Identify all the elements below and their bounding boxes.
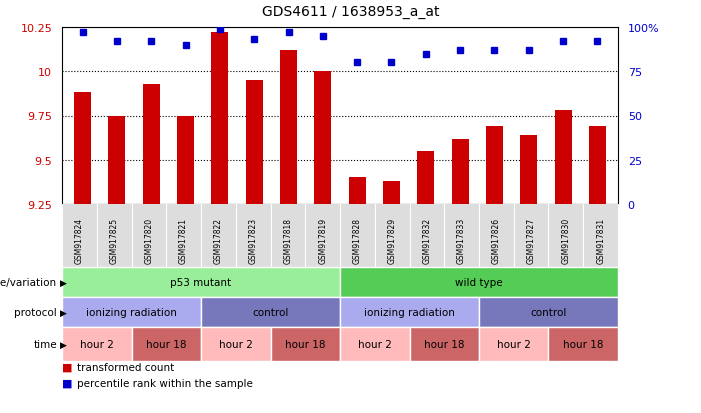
Bar: [109, 116, 125, 204]
Bar: [280, 51, 297, 204]
Bar: [520, 135, 538, 204]
Text: GSM917819: GSM917819: [318, 217, 327, 263]
Text: GSM917820: GSM917820: [144, 217, 154, 263]
Bar: [383, 182, 400, 204]
Text: genotype/variation: genotype/variation: [0, 277, 57, 287]
Text: hour 18: hour 18: [146, 339, 186, 349]
Text: GSM917824: GSM917824: [75, 217, 84, 263]
Text: GSM917831: GSM917831: [596, 217, 605, 263]
Text: ionizing radiation: ionizing radiation: [364, 307, 455, 317]
Text: GSM917823: GSM917823: [249, 217, 258, 263]
Text: ■: ■: [62, 378, 76, 388]
Bar: [211, 33, 229, 204]
Text: GDS4611 / 1638953_a_at: GDS4611 / 1638953_a_at: [261, 5, 440, 19]
Text: hour 2: hour 2: [80, 339, 114, 349]
Text: control: control: [531, 307, 566, 317]
Text: ▶: ▶: [60, 308, 67, 317]
Text: GSM917830: GSM917830: [562, 217, 571, 263]
Bar: [143, 84, 160, 204]
Bar: [486, 127, 503, 204]
Bar: [417, 152, 435, 204]
Text: GSM917829: GSM917829: [388, 217, 397, 263]
Bar: [245, 81, 263, 204]
Text: hour 18: hour 18: [563, 339, 604, 349]
Text: wild type: wild type: [455, 277, 503, 287]
Text: GSM917832: GSM917832: [423, 217, 431, 263]
Text: protocol: protocol: [14, 307, 57, 317]
Text: ▶: ▶: [60, 339, 67, 349]
Text: GSM917822: GSM917822: [214, 217, 223, 263]
Bar: [554, 111, 572, 204]
Text: transformed count: transformed count: [77, 362, 175, 372]
Text: GSM917828: GSM917828: [353, 217, 362, 263]
Bar: [74, 93, 91, 204]
Text: GSM917827: GSM917827: [526, 217, 536, 263]
Bar: [314, 72, 332, 204]
Text: GSM917821: GSM917821: [179, 217, 188, 263]
Text: GSM917826: GSM917826: [492, 217, 501, 263]
Text: ionizing radiation: ionizing radiation: [86, 307, 177, 317]
Bar: [589, 127, 606, 204]
Text: GSM917833: GSM917833: [457, 217, 466, 263]
Text: GSM917825: GSM917825: [109, 217, 118, 263]
Bar: [348, 178, 366, 204]
Text: hour 2: hour 2: [358, 339, 392, 349]
Text: time: time: [34, 339, 57, 349]
Text: hour 2: hour 2: [497, 339, 531, 349]
Text: p53 mutant: p53 mutant: [170, 277, 231, 287]
Bar: [451, 139, 469, 204]
Text: hour 2: hour 2: [219, 339, 252, 349]
Text: ▶: ▶: [60, 278, 67, 287]
Text: ■: ■: [62, 362, 76, 372]
Text: hour 18: hour 18: [285, 339, 325, 349]
Text: percentile rank within the sample: percentile rank within the sample: [77, 378, 253, 388]
Bar: [177, 116, 194, 204]
Text: GSM917818: GSM917818: [283, 217, 292, 263]
Text: hour 18: hour 18: [424, 339, 465, 349]
Text: control: control: [252, 307, 289, 317]
